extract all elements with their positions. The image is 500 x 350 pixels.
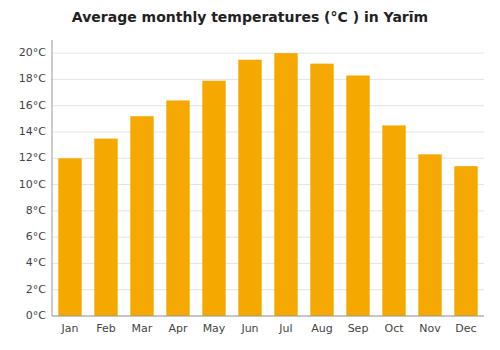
x-tick-label: Apr	[168, 322, 188, 335]
y-axis-line	[52, 40, 53, 316]
x-tick-label: Jan	[61, 322, 79, 335]
x-tick-label: Dec	[455, 322, 476, 335]
bar	[130, 116, 153, 316]
x-axis-line	[52, 316, 484, 317]
grid-line	[52, 132, 484, 133]
grid-line	[52, 79, 484, 80]
x-tick-label: Sep	[348, 322, 369, 335]
bars	[58, 53, 477, 316]
y-tick-labels: 0°C 2°C 4°C 6°C 8°C 10°C 12°C 14°C 16°C 18°C 20°C	[19, 46, 46, 322]
x-tick-label: Nov	[419, 322, 441, 335]
y-tick-label: 2°C	[26, 283, 46, 296]
x-tick-labels: Jan Feb Mar Apr May Jun Jul Aug Sep Oct Nov Dec	[61, 322, 477, 335]
y-tick-label: 14°C	[19, 125, 46, 138]
x-tick-label: Oct	[384, 322, 404, 335]
y-tick-label: 18°C	[19, 72, 46, 85]
grid-line	[52, 53, 484, 54]
bar	[166, 100, 189, 316]
y-tick-label: 10°C	[19, 178, 46, 191]
bar	[94, 139, 117, 316]
x-tick-label: Aug	[311, 322, 332, 335]
title: Average monthly temperatures (°C ) in Ya…	[72, 9, 428, 25]
y-tick-label: 16°C	[19, 99, 46, 112]
x-tick-label: May	[203, 322, 226, 335]
bar	[238, 60, 261, 316]
y-tick-label: 20°C	[19, 46, 46, 59]
y-tick-label: 12°C	[19, 151, 46, 164]
x-tick-label: Jun	[240, 322, 258, 335]
y-tick-label: 0°C	[26, 309, 46, 322]
y-tick-label: 8°C	[26, 204, 46, 217]
axes	[52, 40, 484, 316]
x-tick-label: Mar	[132, 322, 153, 335]
bar	[274, 53, 297, 316]
y-tick-label: 6°C	[26, 230, 46, 243]
bar	[58, 158, 81, 316]
bar	[310, 64, 333, 316]
bar	[454, 166, 477, 316]
grid-line	[52, 105, 484, 106]
bar	[418, 154, 441, 316]
y-tick-label: 4°C	[26, 256, 46, 269]
bar	[202, 81, 225, 316]
bar	[346, 75, 369, 316]
page: {"chart_data": {"type": "bar", "title": …	[0, 0, 500, 350]
bar	[382, 125, 405, 316]
grid-line	[52, 316, 484, 317]
x-tick-label: Jul	[278, 322, 292, 335]
x-tick-label: Feb	[96, 322, 115, 335]
chart: 0°C 2°C 4°C 6°C 8°C 10°C 12°C 14°C 16°C 18°C 20°C J…	[0, 0, 500, 350]
grid	[52, 53, 484, 316]
